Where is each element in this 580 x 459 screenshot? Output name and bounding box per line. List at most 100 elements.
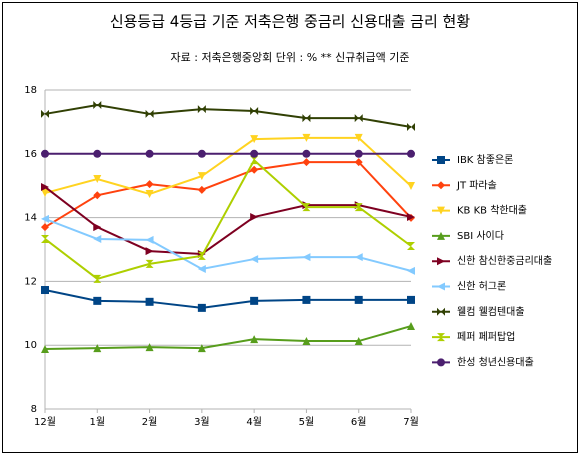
x-tick-label: 7월 — [403, 416, 419, 428]
marker — [41, 214, 49, 223]
marker — [197, 264, 206, 273]
legend-marker — [437, 206, 445, 215]
legend-label: 신한 참신한중금리대출 — [457, 255, 552, 267]
legend-marker — [437, 156, 445, 164]
series-line — [44, 289, 411, 309]
chart-title: 신용등급 4등급 기준 저축은행 중금리 신용대출 금리 현황 — [110, 13, 471, 31]
marker — [250, 335, 259, 344]
marker — [93, 234, 102, 243]
marker — [250, 165, 259, 174]
legend-label: 신한 허그론 — [457, 281, 506, 293]
series-line — [44, 161, 412, 229]
marker — [197, 172, 206, 181]
series-line — [44, 186, 412, 255]
series-line — [44, 158, 412, 280]
x-tick-label: 3월 — [194, 416, 210, 428]
marker — [407, 149, 415, 158]
marker — [407, 241, 415, 250]
marker — [354, 158, 363, 167]
x-tick-label: 12월 — [34, 416, 56, 428]
series-line — [44, 136, 412, 196]
marker — [407, 123, 415, 132]
legend-label: 페퍼 페퍼탑업 — [457, 330, 515, 343]
legend-marker — [437, 181, 445, 190]
marker — [250, 107, 259, 116]
marker — [407, 182, 415, 191]
marker — [302, 149, 311, 158]
legend-label: 웰컴 웰컴텐대출 — [457, 306, 525, 318]
marker — [354, 114, 363, 123]
marker — [407, 212, 415, 221]
marker — [197, 149, 206, 158]
legend-marker — [437, 257, 445, 266]
marker — [302, 295, 311, 304]
marker — [41, 223, 49, 232]
y-tick-label: 8 — [31, 404, 37, 415]
marker — [407, 295, 415, 304]
marker — [93, 223, 102, 232]
series-line — [44, 325, 412, 351]
marker — [250, 255, 259, 264]
y-tick-label: 14 — [24, 213, 37, 224]
marker — [197, 251, 206, 260]
marker — [407, 322, 415, 331]
marker — [93, 274, 102, 283]
legend-label: 한성 청년신용대출 — [457, 356, 534, 368]
marker — [41, 109, 49, 118]
marker — [145, 247, 154, 256]
marker — [407, 266, 415, 275]
marker — [93, 296, 102, 305]
marker — [354, 337, 363, 346]
marker — [41, 234, 49, 243]
legend-marker — [437, 358, 445, 367]
marker — [354, 295, 363, 304]
x-tick-label: 5월 — [299, 416, 315, 428]
marker — [145, 343, 154, 352]
marker — [197, 185, 206, 194]
marker — [145, 109, 154, 118]
marker — [93, 344, 102, 353]
marker — [250, 135, 259, 144]
marker — [197, 105, 206, 114]
marker — [145, 259, 154, 268]
marker — [302, 203, 311, 212]
marker — [197, 344, 206, 353]
marker — [302, 253, 311, 262]
frame — [2, 2, 578, 453]
marker — [93, 149, 102, 158]
marker — [354, 253, 363, 262]
legend-label: KB KB 착한대출 — [457, 205, 527, 217]
marker — [302, 114, 311, 123]
series-line — [44, 103, 412, 128]
x-tick-label: 2월 — [142, 416, 158, 428]
marker — [93, 100, 102, 109]
marker — [93, 191, 102, 200]
y-tick-label: 12 — [24, 276, 37, 287]
legend-marker — [437, 282, 445, 291]
legend-marker — [437, 231, 445, 240]
marker — [145, 189, 154, 198]
marker — [145, 297, 154, 306]
marker — [302, 158, 311, 167]
marker — [354, 149, 363, 158]
marker — [250, 212, 259, 221]
marker — [145, 235, 154, 244]
marker — [145, 149, 154, 158]
x-tick-label: 4월 — [246, 416, 262, 428]
marker — [354, 203, 363, 212]
marker — [41, 149, 49, 158]
marker — [41, 345, 49, 354]
marker — [41, 189, 49, 198]
legend-marker — [437, 333, 445, 342]
marker — [302, 133, 311, 142]
marker — [41, 286, 49, 295]
marker — [354, 133, 363, 142]
legend-marker — [437, 307, 445, 316]
marker — [250, 296, 259, 305]
marker — [145, 180, 154, 189]
y-tick-label: 18 — [24, 85, 37, 96]
marker — [41, 182, 49, 191]
marker — [250, 156, 259, 165]
y-tick-label: 16 — [24, 149, 37, 160]
